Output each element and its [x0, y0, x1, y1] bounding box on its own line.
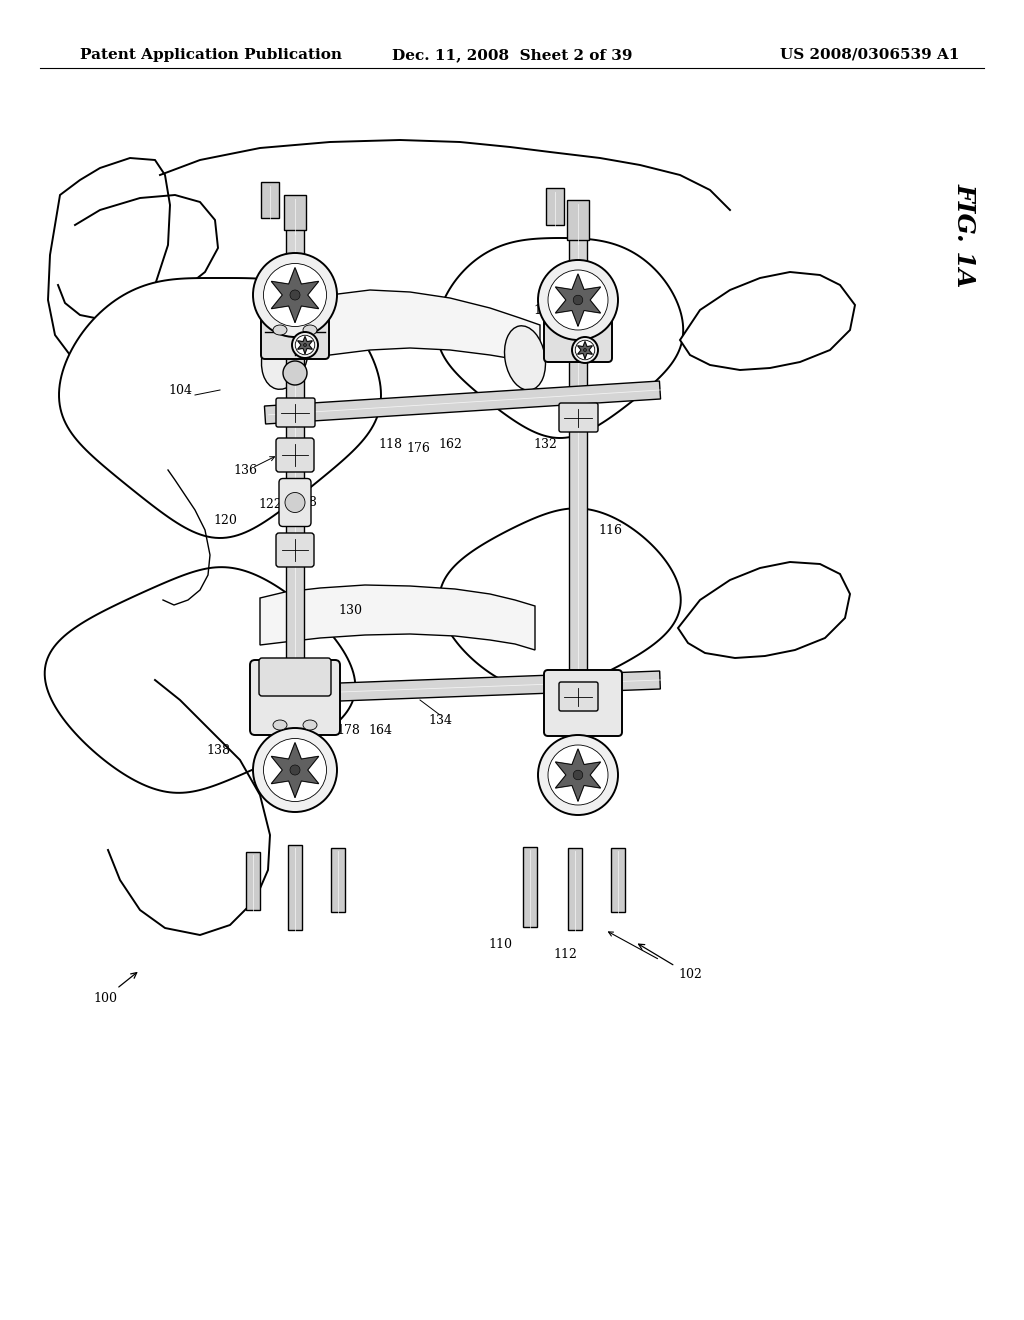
- FancyBboxPatch shape: [544, 671, 622, 737]
- Circle shape: [292, 333, 318, 358]
- Polygon shape: [555, 275, 600, 326]
- FancyBboxPatch shape: [544, 302, 612, 362]
- Circle shape: [548, 744, 608, 805]
- Bar: [286, 210, 304, 755]
- Ellipse shape: [505, 326, 546, 391]
- Text: Dec. 11, 2008  Sheet 2 of 39: Dec. 11, 2008 Sheet 2 of 39: [392, 48, 632, 62]
- FancyBboxPatch shape: [276, 399, 315, 426]
- Polygon shape: [59, 279, 381, 539]
- Text: 128: 128: [293, 495, 317, 508]
- Text: 112: 112: [553, 949, 577, 961]
- FancyBboxPatch shape: [259, 657, 331, 696]
- Text: 176: 176: [407, 442, 430, 455]
- Text: 178: 178: [336, 723, 360, 737]
- Bar: [284, 195, 306, 230]
- Text: 162: 162: [438, 438, 462, 451]
- FancyBboxPatch shape: [559, 682, 598, 711]
- Polygon shape: [298, 337, 312, 354]
- Text: US 2008/0306539 A1: US 2008/0306539 A1: [780, 48, 961, 62]
- Circle shape: [575, 341, 595, 360]
- Text: 136: 136: [233, 463, 257, 477]
- FancyBboxPatch shape: [276, 533, 314, 568]
- Text: 164: 164: [368, 723, 392, 737]
- Polygon shape: [45, 568, 355, 793]
- Bar: [288, 845, 302, 931]
- Polygon shape: [271, 268, 318, 322]
- Text: 104: 104: [168, 384, 193, 396]
- Bar: [546, 187, 564, 224]
- FancyBboxPatch shape: [559, 403, 598, 432]
- Circle shape: [290, 766, 300, 775]
- Polygon shape: [678, 562, 850, 657]
- Text: 102: 102: [639, 944, 701, 982]
- Bar: [569, 220, 587, 744]
- Circle shape: [290, 290, 300, 300]
- FancyBboxPatch shape: [276, 438, 314, 473]
- Text: FIG. 1A: FIG. 1A: [953, 183, 977, 288]
- Circle shape: [253, 729, 337, 812]
- Circle shape: [584, 348, 587, 351]
- Text: Patent Application Publication: Patent Application Publication: [80, 48, 342, 62]
- Text: 100: 100: [93, 973, 137, 1005]
- Bar: [261, 182, 279, 218]
- Text: 116: 116: [598, 524, 622, 536]
- Ellipse shape: [273, 719, 287, 730]
- Bar: [611, 847, 625, 912]
- Circle shape: [295, 335, 314, 355]
- Text: 138: 138: [206, 743, 230, 756]
- Circle shape: [283, 360, 307, 385]
- FancyBboxPatch shape: [261, 300, 329, 359]
- Polygon shape: [439, 508, 681, 692]
- Bar: [331, 847, 345, 912]
- FancyBboxPatch shape: [250, 660, 340, 735]
- Circle shape: [548, 271, 608, 330]
- Text: 106: 106: [534, 304, 560, 337]
- Circle shape: [263, 738, 327, 801]
- Circle shape: [573, 770, 583, 780]
- Polygon shape: [260, 585, 535, 649]
- Polygon shape: [271, 743, 318, 797]
- Circle shape: [303, 343, 306, 347]
- Polygon shape: [48, 158, 170, 360]
- Polygon shape: [555, 748, 600, 801]
- Circle shape: [572, 337, 598, 363]
- Polygon shape: [578, 342, 592, 359]
- Bar: [568, 847, 582, 931]
- FancyBboxPatch shape: [279, 479, 311, 527]
- Polygon shape: [437, 238, 683, 438]
- Ellipse shape: [261, 321, 308, 389]
- Circle shape: [538, 735, 618, 814]
- Text: 110: 110: [488, 939, 512, 952]
- Bar: [264, 381, 660, 424]
- Bar: [523, 847, 537, 927]
- Circle shape: [285, 492, 305, 512]
- Circle shape: [263, 264, 327, 326]
- Circle shape: [253, 253, 337, 337]
- Circle shape: [573, 296, 583, 305]
- Polygon shape: [280, 290, 540, 366]
- Text: 120: 120: [213, 513, 237, 527]
- Ellipse shape: [303, 325, 317, 335]
- Ellipse shape: [273, 325, 287, 335]
- Bar: [246, 851, 260, 909]
- Ellipse shape: [303, 719, 317, 730]
- Text: 134: 134: [428, 714, 452, 726]
- Text: 118: 118: [378, 438, 402, 451]
- Bar: [567, 201, 589, 240]
- Circle shape: [538, 260, 618, 341]
- Text: 130: 130: [338, 603, 362, 616]
- Text: 132: 132: [534, 438, 557, 451]
- Polygon shape: [680, 272, 855, 370]
- Text: 122: 122: [258, 499, 282, 511]
- Bar: [260, 671, 660, 704]
